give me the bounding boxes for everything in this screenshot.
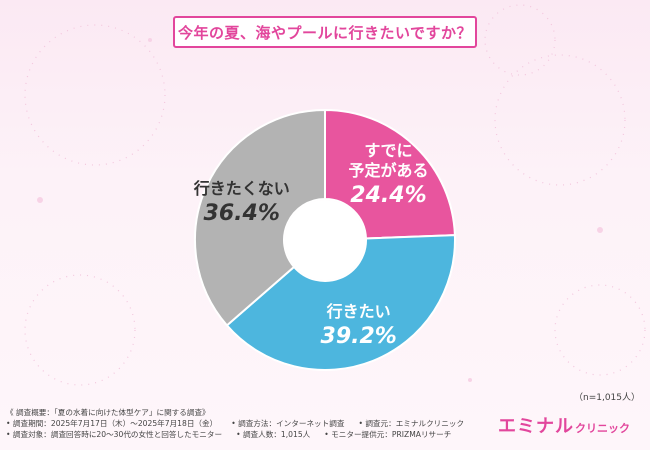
survey-target: • 調査対象：調査回答時に20～30代の女性と回答したモニター bbox=[6, 430, 223, 439]
slice-label: すでに bbox=[364, 141, 412, 160]
donut-hole bbox=[285, 200, 365, 280]
survey-method: • 調査方法：インターネット調査 bbox=[231, 419, 345, 428]
slice-label: 予定がある bbox=[348, 161, 428, 180]
survey-row-1: • 調査期間：2025年7月17日（木）～2025年7月18日（金） • 調査方… bbox=[6, 418, 506, 429]
survey-period: • 調査期間：2025年7月17日（木）～2025年7月18日（金） bbox=[6, 419, 218, 428]
slice-label: 行きたい bbox=[326, 302, 391, 321]
sample-size-note: （n=1,015人） bbox=[573, 393, 640, 403]
brand-logo: エミナル クリニック bbox=[498, 412, 630, 438]
pie-slice bbox=[194, 108, 326, 327]
survey-provider: • モニター提供元：PRIZMAリサーチ bbox=[324, 430, 452, 439]
pie-slice bbox=[324, 108, 456, 240]
slice-label: 行きたくない bbox=[193, 179, 290, 198]
slice-value-label: 39.2% bbox=[321, 324, 397, 349]
chart-title: 今年の夏、海やプールに行きたいですか？ bbox=[173, 16, 477, 48]
slice-value-label: 36.4% bbox=[204, 201, 280, 226]
survey-footer: 《 調査概要：「夏の水着に向けた体型ケア」に関する調査》 • 調査期間：2025… bbox=[6, 407, 506, 440]
brand-name: エミナル bbox=[498, 416, 574, 437]
survey-count: • 調査人数：1,015人 bbox=[236, 430, 311, 439]
survey-source: • 調査元：エミナルクリニック bbox=[358, 419, 465, 428]
slice-value-label: 24.4% bbox=[350, 183, 426, 208]
brand-sub: クリニック bbox=[575, 422, 630, 435]
survey-summary: 《 調査概要：「夏の水着に向けた体型ケア」に関する調査》 bbox=[6, 408, 210, 417]
pie-slice bbox=[225, 234, 456, 371]
survey-row-2: • 調査対象：調査回答時に20～30代の女性と回答したモニター • 調査人数：1… bbox=[6, 429, 506, 440]
